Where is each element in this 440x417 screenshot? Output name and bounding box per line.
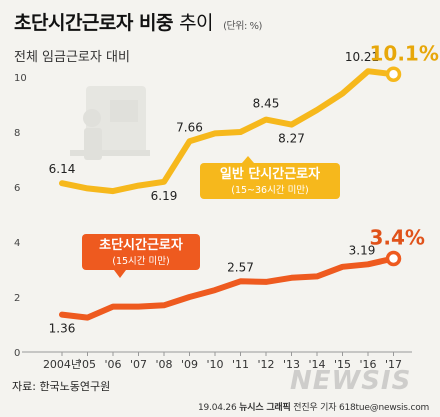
x-tick-label: '12 (257, 358, 274, 371)
data-label: 10.21 (345, 50, 379, 64)
title-bold: 초단시간근로자 비중 (14, 12, 173, 34)
y-tick-label: 10 (14, 73, 27, 84)
legend-name: 초단시간근로자 (99, 237, 183, 253)
x-tick-label: '09 (181, 358, 198, 371)
legend-pointer (242, 156, 254, 163)
data-point (385, 66, 402, 82)
legend-name: 일반 단시간근로자 (220, 166, 320, 182)
title-light: 추이 (179, 12, 214, 34)
x-tick-label: '10 (206, 358, 223, 371)
source-note: 자료: 한국노동연구원 (12, 380, 111, 393)
data-label: 8.27 (278, 132, 305, 146)
data-label: 6.14 (49, 162, 76, 176)
data-label: 3.4% (370, 226, 425, 250)
watermark: NEWSIS (290, 366, 412, 396)
x-tick-label: '17 (385, 358, 402, 371)
credit-line: 19.04.26 뉴시스 그래픽 전진우 기자 618tue@newsis.co… (198, 400, 429, 413)
data-label: 3.19 (349, 243, 376, 257)
subtitle: 전체 임금근로자 대비 (14, 50, 130, 65)
legend-box (82, 234, 200, 270)
axes: 0 2 4 6 8 10 2004년'05 '06 '07 '08 '09 '10 '11 '12 '13 '… (14, 73, 412, 371)
x-tick-label: '16 (359, 358, 376, 371)
page-title: 초단시간근로자 비중 추이 (단위: %) (14, 8, 262, 35)
data-label: 2.57 (227, 260, 254, 274)
data-label: 1.36 (49, 322, 76, 336)
credit-author: 전진우 기자 618tue@newsis.com (293, 403, 430, 413)
legend-box (200, 163, 340, 199)
x-tick-label: 2004년 (43, 358, 81, 371)
data-label: 10.1% (370, 41, 439, 65)
x-tick-label: '13 (283, 358, 300, 371)
worker-illustration (70, 86, 150, 160)
y-tick-label: 4 (14, 238, 20, 249)
y-tick-label: 2 (14, 293, 20, 304)
credit-agency: 뉴시스 그래픽 (239, 403, 291, 413)
legend-sub: (15~36시간 미만) (231, 185, 309, 196)
y-tick-label: 0 (14, 348, 20, 359)
legend-pointer (114, 270, 126, 278)
x-tick-label: '15 (334, 358, 351, 371)
series-layer (59, 66, 402, 321)
y-tick-label: 6 (14, 183, 20, 194)
x-tick-label: '14 (308, 358, 325, 371)
x-tick-label: '11 (232, 358, 249, 371)
x-tick-label: '06 (104, 358, 121, 371)
unit-label: (단위: %) (223, 21, 262, 32)
data-label: 6.19 (151, 189, 178, 203)
data-label: 7.66 (176, 120, 203, 134)
x-tick-label: '08 (155, 358, 172, 371)
data-label: 8.45 (253, 97, 280, 111)
series-line-ultra-part-time (59, 255, 397, 321)
series-line-part-time (59, 68, 397, 195)
legend-sub: (15시간 미만) (112, 256, 169, 267)
y-tick-label: 8 (14, 128, 20, 139)
data-point (385, 250, 402, 267)
x-tick-label: '07 (130, 358, 147, 371)
credit-date: 19.04.26 (198, 403, 237, 413)
x-tick-label: '05 (79, 358, 96, 371)
